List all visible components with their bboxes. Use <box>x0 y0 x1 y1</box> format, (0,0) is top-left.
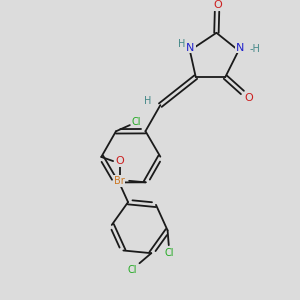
Text: Cl: Cl <box>128 265 137 275</box>
Text: Br: Br <box>114 176 124 186</box>
Text: N: N <box>236 43 244 52</box>
Text: H: H <box>178 39 185 49</box>
Text: -H: -H <box>249 44 260 54</box>
Text: H: H <box>144 96 152 106</box>
Text: O: O <box>244 93 253 103</box>
Text: Cl: Cl <box>132 117 141 127</box>
Text: Cl: Cl <box>165 248 174 258</box>
Text: O: O <box>213 0 222 10</box>
Text: O: O <box>115 156 124 166</box>
Text: N: N <box>186 43 195 52</box>
